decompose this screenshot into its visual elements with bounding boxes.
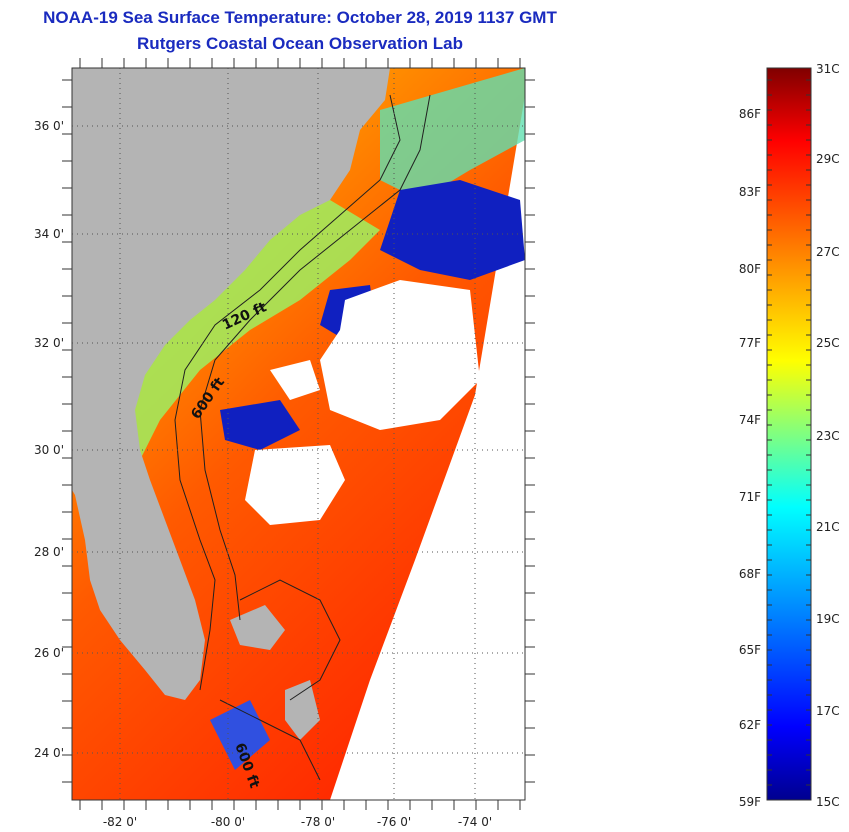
colorbar-scale	[766, 67, 812, 801]
lat-label-24: 24 0'	[34, 746, 64, 760]
lon-label-74: -74 0'	[458, 815, 492, 829]
f-label-59: 59F	[739, 795, 761, 809]
lon-label-80: -80 0'	[211, 815, 245, 829]
latitude-labels: 36 0' 34 0' 32 0' 30 0' 28 0' 26 0' 24 0…	[34, 119, 64, 760]
colorbar-ticks	[767, 79, 811, 786]
lon-label-76: -76 0'	[377, 815, 411, 829]
lon-label-78: -78 0'	[301, 815, 335, 829]
lat-label-28: 28 0'	[34, 545, 64, 559]
f-label-65: 65F	[739, 643, 761, 657]
coastal-cool-band	[130, 180, 380, 460]
longitude-labels: -82 0' -80 0' -78 0' -76 0' -74 0'	[103, 815, 492, 829]
f-label-74: 74F	[739, 413, 761, 427]
graticule	[72, 68, 525, 800]
f-label-86: 86F	[739, 107, 761, 121]
land-islands	[230, 605, 320, 740]
f-label-80: 80F	[739, 262, 761, 276]
lat-label-30: 30 0'	[34, 443, 64, 457]
map-subtitle: Rutgers Coastal Ocean Observation Lab	[137, 34, 463, 53]
lon-label-82: -82 0'	[103, 815, 137, 829]
lat-label-36: 36 0'	[34, 119, 64, 133]
c-label-17: 17C	[816, 704, 840, 718]
axis-ticks	[62, 58, 535, 810]
c-label-29: 29C	[816, 152, 840, 166]
depth-contours	[174, 94, 431, 781]
celsius-labels: 31C 29C 27C 25C 23C 21C 19C 17C 15C	[816, 62, 840, 809]
c-label-31: 31C	[816, 62, 840, 76]
fahrenheit-labels: 86F 83F 80F 77F 74F 71F 68F 65F 62F 59F	[739, 107, 761, 809]
c-label-21: 21C	[816, 520, 840, 534]
c-label-27: 27C	[816, 245, 840, 259]
cloud-patches	[245, 280, 480, 525]
c-label-23: 23C	[816, 429, 840, 443]
c-label-15: 15C	[816, 795, 840, 809]
c-label-19: 19C	[816, 612, 840, 626]
f-label-83: 83F	[739, 185, 761, 199]
c-label-25: 25C	[816, 336, 840, 350]
offshore-cool-band	[380, 68, 525, 200]
lat-label-32: 32 0'	[34, 336, 64, 350]
land-mainland	[72, 68, 390, 700]
map-image	[72, 68, 525, 800]
lat-label-26: 26 0'	[34, 646, 64, 660]
f-label-71: 71F	[739, 490, 761, 504]
f-label-68: 68F	[739, 567, 761, 581]
f-label-62: 62F	[739, 718, 761, 732]
map-frame	[71, 67, 526, 801]
map-title: NOAA-19 Sea Surface Temperature: October…	[43, 8, 557, 27]
lat-label-34: 34 0'	[34, 227, 64, 241]
f-label-77: 77F	[739, 336, 761, 350]
